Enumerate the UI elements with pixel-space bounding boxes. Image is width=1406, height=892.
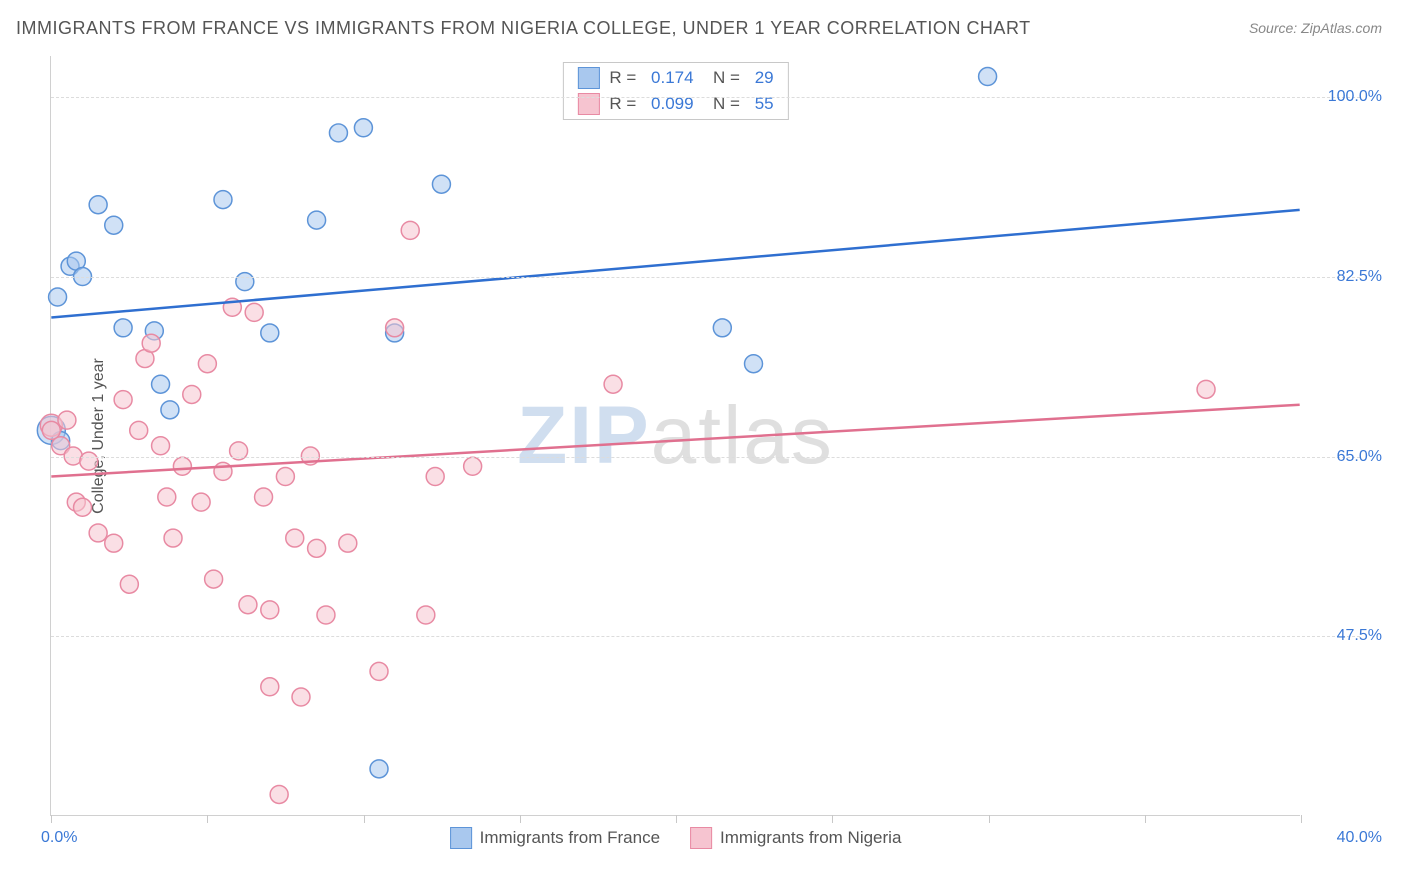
legend-swatch-nigeria xyxy=(690,827,712,849)
data-point xyxy=(417,606,435,624)
data-point xyxy=(713,319,731,337)
data-point xyxy=(164,529,182,547)
data-point xyxy=(401,221,419,239)
data-point xyxy=(979,68,997,86)
data-point xyxy=(120,575,138,593)
data-point xyxy=(198,355,216,373)
data-point xyxy=(426,468,444,486)
gridline-h xyxy=(51,97,1360,98)
data-point xyxy=(161,401,179,419)
data-point xyxy=(261,678,279,696)
x-tick-mark xyxy=(364,815,365,823)
data-point xyxy=(158,488,176,506)
data-point xyxy=(142,334,160,352)
y-tick-label: 100.0% xyxy=(1312,88,1382,106)
data-point xyxy=(386,319,404,337)
data-point xyxy=(58,411,76,429)
gridline-h xyxy=(51,636,1360,637)
x-tick-mark xyxy=(51,815,52,823)
data-point xyxy=(339,534,357,552)
data-point xyxy=(354,119,372,137)
data-point xyxy=(286,529,304,547)
y-tick-label: 47.5% xyxy=(1312,627,1382,645)
data-point xyxy=(183,385,201,403)
data-point xyxy=(192,493,210,511)
x-tick-label-left: 0.0% xyxy=(41,829,77,847)
chart-container: IMMIGRANTS FROM FRANCE VS IMMIGRANTS FRO… xyxy=(0,0,1406,892)
data-point xyxy=(214,191,232,209)
data-point xyxy=(130,421,148,439)
data-point xyxy=(152,437,170,455)
data-point xyxy=(236,273,254,291)
data-point xyxy=(105,216,123,234)
data-point xyxy=(370,662,388,680)
x-tick-mark xyxy=(1145,815,1146,823)
data-point xyxy=(270,785,288,803)
data-point xyxy=(173,457,191,475)
chart-title: IMMIGRANTS FROM FRANCE VS IMMIGRANTS FRO… xyxy=(16,18,1031,39)
data-point xyxy=(464,457,482,475)
data-point xyxy=(432,175,450,193)
data-point xyxy=(152,375,170,393)
data-point xyxy=(329,124,347,142)
plot-svg xyxy=(51,56,1300,815)
data-point xyxy=(80,452,98,470)
data-point xyxy=(308,211,326,229)
x-tick-mark xyxy=(676,815,677,823)
legend-bottom: Immigrants from France Immigrants from N… xyxy=(450,827,902,849)
legend-item-france: Immigrants from France xyxy=(450,827,660,849)
x-tick-mark xyxy=(832,815,833,823)
y-tick-label: 65.0% xyxy=(1312,448,1382,466)
y-tick-label: 82.5% xyxy=(1312,268,1382,286)
data-point xyxy=(245,303,263,321)
data-point xyxy=(745,355,763,373)
data-point xyxy=(89,196,107,214)
data-point xyxy=(261,601,279,619)
data-point xyxy=(74,498,92,516)
trend-line xyxy=(51,210,1299,318)
data-point xyxy=(89,524,107,542)
data-point xyxy=(105,534,123,552)
x-tick-mark xyxy=(207,815,208,823)
data-point xyxy=(370,760,388,778)
data-point xyxy=(1197,380,1215,398)
data-point xyxy=(276,468,294,486)
x-tick-mark xyxy=(520,815,521,823)
legend-swatch-france xyxy=(450,827,472,849)
data-point xyxy=(114,391,132,409)
data-point xyxy=(261,324,279,342)
data-point xyxy=(205,570,223,588)
data-point xyxy=(255,488,273,506)
data-point xyxy=(114,319,132,337)
data-point xyxy=(239,596,257,614)
data-point xyxy=(49,288,67,306)
legend-label-nigeria: Immigrants from Nigeria xyxy=(720,828,901,848)
data-point xyxy=(317,606,335,624)
data-point xyxy=(308,539,326,557)
data-point xyxy=(604,375,622,393)
legend-item-nigeria: Immigrants from Nigeria xyxy=(690,827,901,849)
data-point xyxy=(292,688,310,706)
legend-label-france: Immigrants from France xyxy=(480,828,660,848)
plot-area: College, Under 1 year ZIPatlas R = 0.174… xyxy=(50,56,1300,816)
source-attribution: Source: ZipAtlas.com xyxy=(1249,20,1382,36)
x-tick-label-right: 40.0% xyxy=(1337,829,1382,847)
trend-line xyxy=(51,405,1299,477)
gridline-h xyxy=(51,457,1360,458)
x-tick-mark xyxy=(989,815,990,823)
x-tick-mark xyxy=(1301,815,1302,823)
gridline-h xyxy=(51,277,1360,278)
